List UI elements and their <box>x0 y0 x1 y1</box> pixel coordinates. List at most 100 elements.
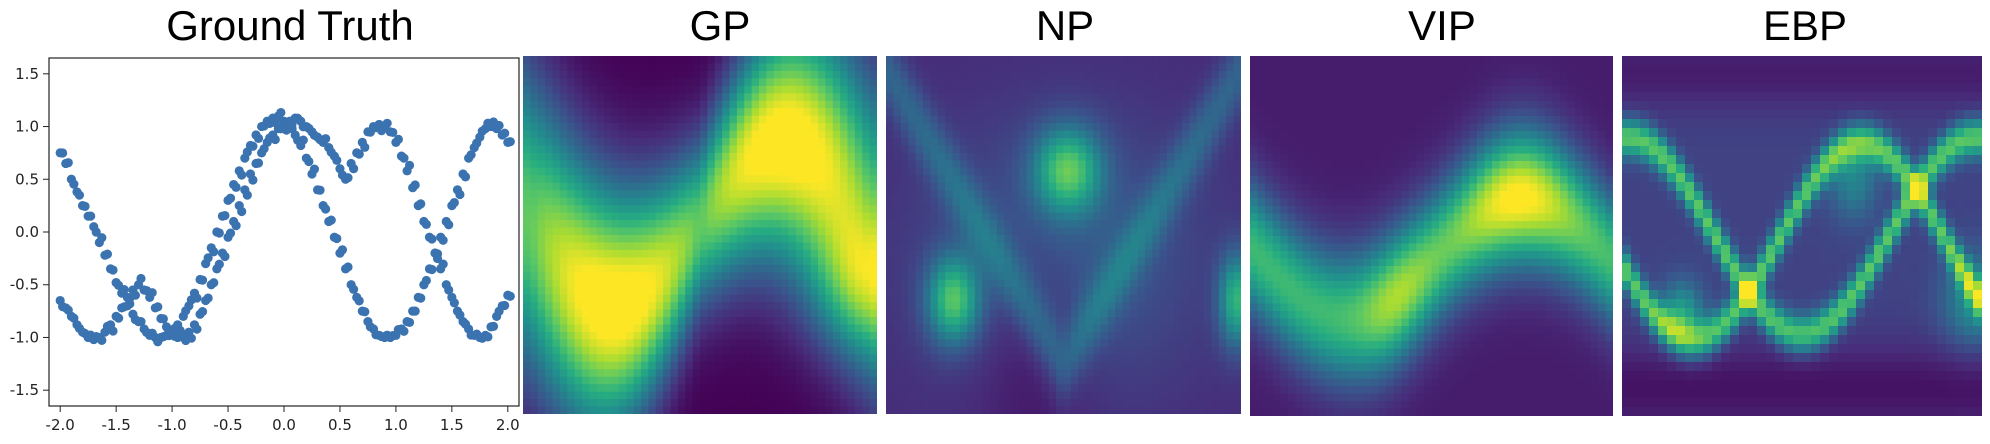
heatmap-cell <box>626 346 635 355</box>
heatmap-cell <box>766 115 775 124</box>
heatmap-cell <box>1093 100 1102 109</box>
heatmap-cell <box>567 272 576 281</box>
heatmap-cell <box>1100 160 1109 169</box>
heatmap-cell <box>1144 93 1153 102</box>
heatmap-cell <box>736 406 745 414</box>
heatmap-cell <box>840 197 849 206</box>
heatmap-cell <box>1174 264 1183 273</box>
heatmap-cell <box>1226 294 1235 303</box>
heatmap-cell <box>582 167 590 176</box>
heatmap-cell <box>996 115 1005 124</box>
heatmap-cell <box>545 384 554 393</box>
heatmap-cell <box>670 123 679 132</box>
heatmap-cell <box>714 108 723 117</box>
heatmap-cell <box>1107 317 1116 326</box>
heatmap-cell <box>832 331 841 341</box>
heatmap-cell <box>832 138 841 147</box>
heatmap-cell <box>937 175 946 184</box>
heatmap-cell <box>1159 279 1168 288</box>
heatmap-cell <box>663 369 672 378</box>
heatmap-cell <box>781 100 790 109</box>
heatmap-cell <box>1137 197 1146 206</box>
heatmap-cell <box>604 346 613 355</box>
heatmap-cell <box>626 182 635 191</box>
heatmap-cell <box>989 70 998 79</box>
heatmap-cell <box>655 190 664 199</box>
heatmap-cell <box>1011 212 1020 221</box>
heatmap-cell <box>937 182 946 191</box>
heatmap-cell <box>803 264 812 273</box>
heatmap-cell <box>1152 317 1161 326</box>
data-point <box>332 233 342 244</box>
heatmap-cell <box>537 272 546 281</box>
heatmap-cell <box>559 190 568 199</box>
heatmap-cell <box>1056 309 1065 318</box>
heatmap-cell <box>854 63 863 72</box>
heatmap-cell <box>530 56 539 65</box>
heatmap-cell <box>1144 309 1153 318</box>
heatmap-cell <box>1041 197 1050 206</box>
heatmap-cell <box>862 182 871 191</box>
data-point <box>225 228 236 238</box>
data-point <box>209 247 219 257</box>
y-tick-label: 1.5 <box>15 65 39 83</box>
heatmap-cell <box>1019 354 1028 363</box>
heatmap-cell <box>1107 249 1116 258</box>
heatmap-cell <box>744 249 753 258</box>
heatmap-cell <box>996 197 1005 206</box>
heatmap-cell <box>1196 115 1205 124</box>
heatmap-cell <box>893 78 902 87</box>
heatmap-cell <box>818 93 826 102</box>
heatmap-cell <box>530 205 539 214</box>
heatmap-cell <box>854 317 863 326</box>
data-point <box>393 134 403 144</box>
heatmap-cell <box>930 279 939 288</box>
heatmap-cell <box>545 399 554 408</box>
heatmap-cell <box>1130 317 1139 326</box>
heatmap-cell <box>1026 190 1035 199</box>
heatmap-cell <box>1063 376 1072 385</box>
heatmap-cell <box>663 294 672 303</box>
heatmap-cell <box>537 130 546 139</box>
heatmap-cell <box>626 354 635 363</box>
heatmap-cell <box>589 145 598 154</box>
data-point <box>248 141 258 151</box>
heatmap-cell <box>840 235 849 244</box>
heatmap-cell <box>545 369 554 378</box>
heatmap-cell <box>937 406 946 414</box>
heatmap-cell <box>596 123 605 132</box>
heatmap-cell <box>922 279 931 288</box>
heatmap-cell <box>766 406 775 414</box>
heatmap-cell <box>692 115 701 124</box>
heatmap-cell <box>908 160 917 169</box>
heatmap-cell <box>589 324 598 333</box>
heatmap-cell <box>886 287 894 296</box>
heatmap-cell <box>766 264 775 273</box>
heatmap-cell <box>633 399 642 408</box>
heatmap-cell <box>982 346 991 355</box>
heatmap-cell <box>677 331 686 341</box>
heatmap-cell <box>685 190 694 199</box>
heatmap-cell <box>900 257 909 266</box>
heatmap-cell <box>700 145 708 154</box>
heatmap-cell <box>810 182 819 191</box>
heatmap-cell <box>1204 182 1213 191</box>
heatmap-cell <box>766 399 775 408</box>
heatmap-cell <box>1041 294 1050 303</box>
heatmap-cell <box>847 175 856 184</box>
heatmap-cell <box>722 130 731 139</box>
data-point <box>58 148 68 158</box>
heatmap-cell <box>626 309 635 318</box>
heatmap-cell <box>1204 384 1213 393</box>
heatmap-cell <box>589 331 598 341</box>
heatmap-cell <box>869 339 877 348</box>
heatmap-cell <box>1218 376 1227 385</box>
heatmap-cell <box>604 324 613 333</box>
heatmap-cell <box>862 70 871 79</box>
heatmap-cell <box>759 294 767 303</box>
heatmap-cell <box>840 227 849 236</box>
heatmap-cell <box>989 227 998 236</box>
heatmap-cell <box>582 324 590 333</box>
heatmap-cell <box>788 324 797 333</box>
heatmap-cell <box>1107 264 1116 273</box>
